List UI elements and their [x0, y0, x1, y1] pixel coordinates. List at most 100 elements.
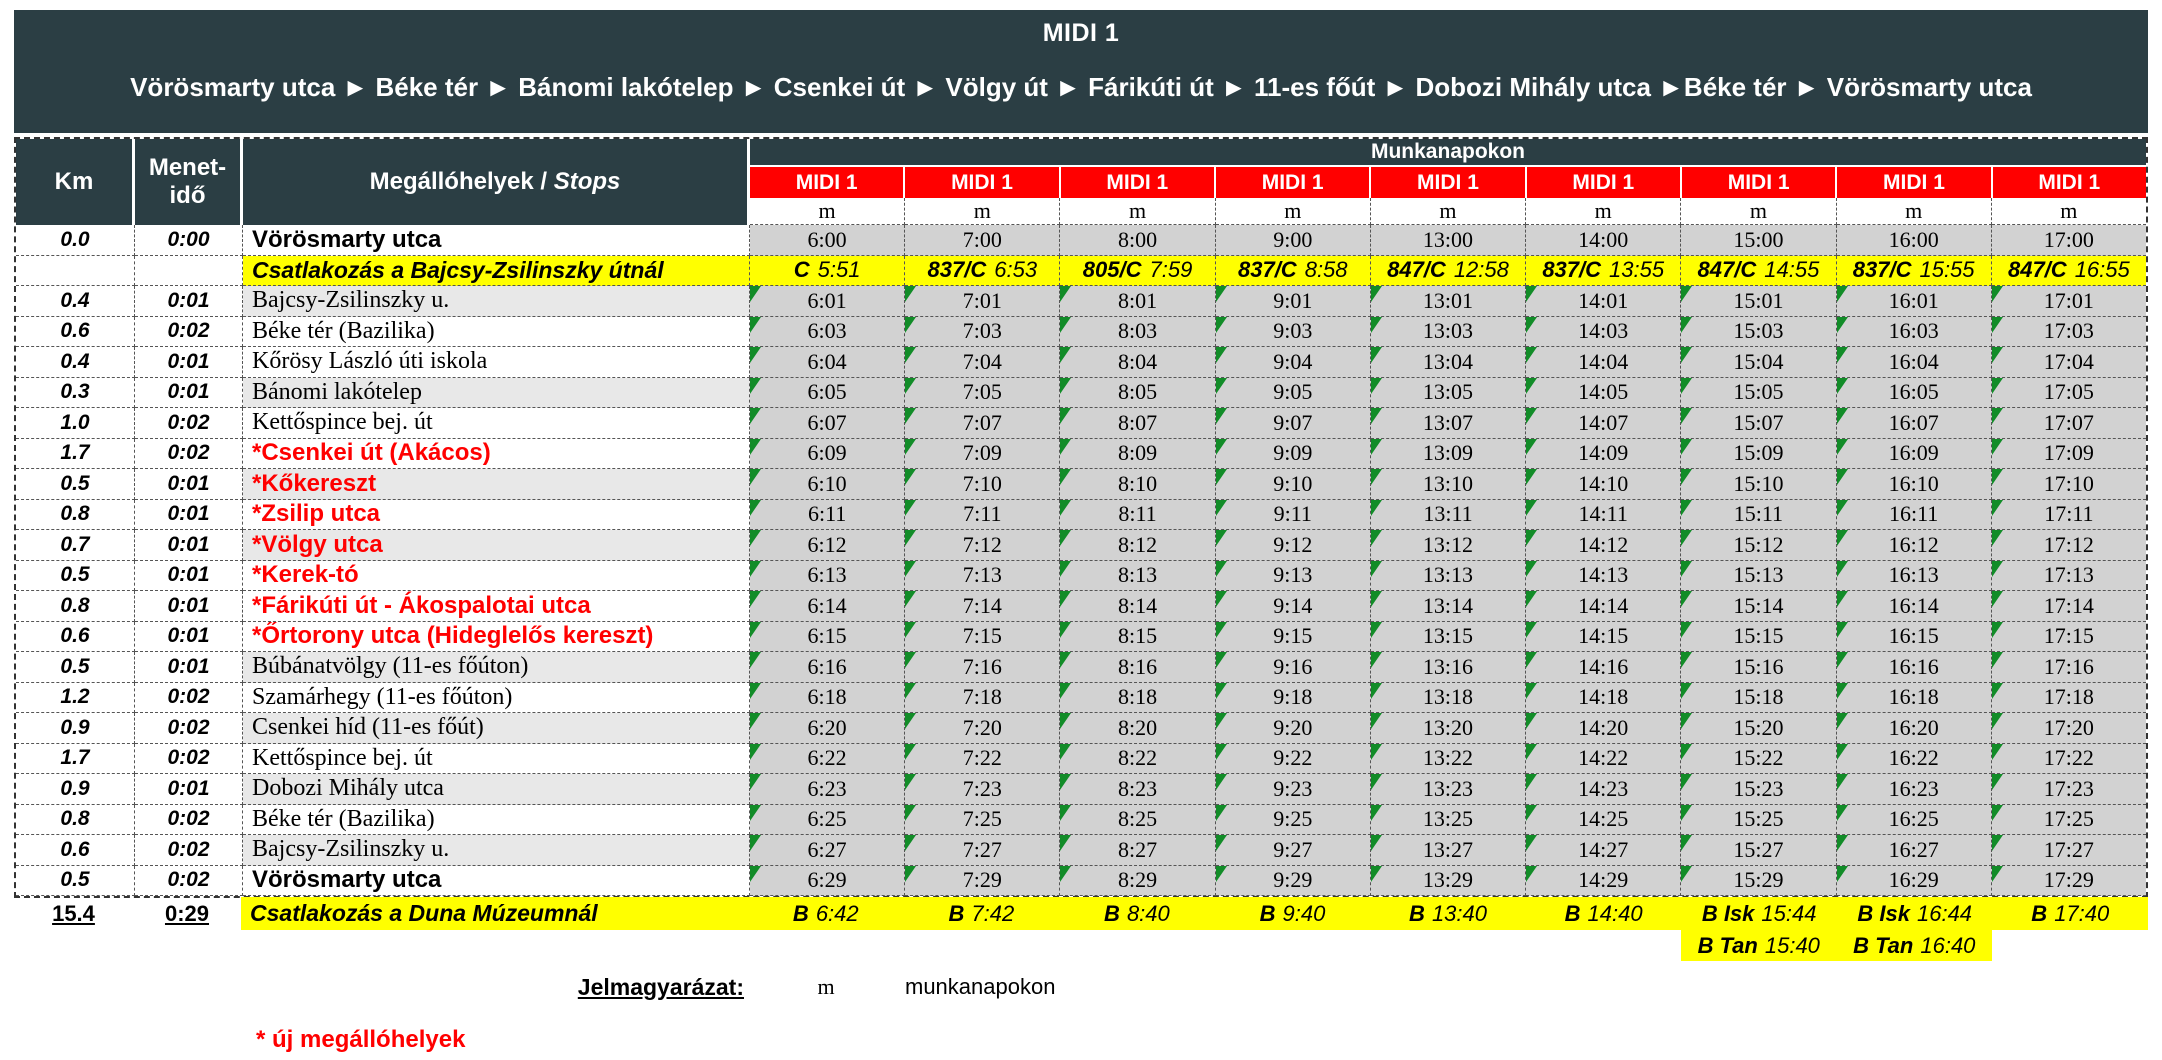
- time-cell: 16:00: [1836, 225, 1992, 256]
- time-cell: 8:13: [1060, 560, 1216, 591]
- km-cell: 0.5: [16, 865, 135, 896]
- bottom-connection-time-cell: B Isk 15:44: [1681, 897, 1837, 930]
- header-times-block: Munkanapokon MIDI 1 MIDI 1 MIDI 1 MIDI 1 MID…: [750, 139, 2146, 225]
- time-cell: 7:00: [905, 225, 1061, 256]
- travel-time-cell: 0:01: [135, 499, 243, 530]
- day-code-cell: m: [1526, 198, 1682, 225]
- time-cell: 8:16: [1060, 652, 1216, 683]
- travel-time-cell: 0:01: [135, 652, 243, 683]
- time-cell: 7:05: [905, 377, 1061, 408]
- time-cell: 16:20: [1836, 713, 1992, 744]
- time-cell: 14:03: [1526, 316, 1682, 347]
- travel-time-cell: 0:01: [135, 469, 243, 500]
- time-cell: 14:11: [1526, 499, 1682, 530]
- timetable-row: 1.0 0:02 Kettőspince bej. út 6:07 7:07 8:07 9:…: [16, 408, 2146, 439]
- time-cell: 14:18: [1526, 682, 1682, 713]
- route-code: 837/C: [927, 257, 987, 283]
- time-cell: 17:10: [1991, 469, 2146, 500]
- timetable-row: 0.6 0:02 Béke tér (Bazilika) 6:03 7:03 8:03 9:…: [16, 316, 2146, 347]
- time-cell: 15:29: [1681, 865, 1837, 896]
- header-travel-time-line1: Menet-: [148, 154, 227, 182]
- time-cell: 16:05: [1836, 377, 1992, 408]
- time-cell: 16:15: [1836, 621, 1992, 652]
- time-cell: 8:22: [1060, 743, 1216, 774]
- legend-heading: Jelmagyarázat:: [577, 974, 744, 1000]
- time-cell: 15:14: [1681, 591, 1837, 622]
- km-cell: 0.3: [16, 377, 135, 408]
- time-cell: 15:27: [1681, 835, 1837, 866]
- rows-container: 0.0 0:00 Vörösmarty utca 6:00 7:00 8:00 9:00 13…: [16, 225, 2146, 896]
- travel-time-cell: 0:01: [135, 530, 243, 561]
- time-cell: 13:09: [1370, 438, 1527, 469]
- time-cell: 6:05: [750, 377, 906, 408]
- stop-name-cell: *Zsilip utca: [243, 499, 750, 530]
- bottom-connection-time-cell: B 9:40: [1215, 897, 1371, 930]
- km-cell: 0.9: [16, 713, 135, 744]
- connection-time: 17:40: [2054, 900, 2110, 926]
- time-cell: 6:20: [750, 713, 906, 744]
- route-itinerary: Vörösmarty utca ► Béke tér ► Bánomi lakó…: [130, 72, 2032, 102]
- km-cell: 0.8: [16, 591, 135, 622]
- time-cell: 13:10: [1370, 469, 1527, 500]
- connection-time-cell: 847/C 12:58: [1370, 255, 1527, 286]
- bottom-connection-label: Csatlakozás a Duna Múzeumnál: [250, 900, 598, 926]
- time-cell: 9:13: [1215, 560, 1371, 591]
- time-cell: 13:12: [1370, 530, 1527, 561]
- time-cell: 9:09: [1215, 438, 1371, 469]
- time-cell: 15:20: [1681, 713, 1837, 744]
- time-cell: 15:25: [1681, 804, 1837, 835]
- time-cell: 9:07: [1215, 408, 1371, 439]
- km-cell: 0.8: [16, 804, 135, 835]
- time-cell: 8:04: [1060, 347, 1216, 378]
- time-cell: 14:07: [1526, 408, 1682, 439]
- connection-time: 8:58: [1304, 257, 1348, 283]
- timetable-row: 0.3 0:01 Bánomi lakótelep 6:05 7:05 8:05 9:05 1…: [16, 377, 2146, 408]
- timetable-row: 0.0 0:00 Vörösmarty utca 6:00 7:00 8:00 9:00 13…: [16, 225, 2146, 256]
- stop-name-cell: Kettőspince bej. út: [243, 408, 750, 439]
- connection-time: 7:59: [1149, 257, 1193, 283]
- time-cell: 7:16: [905, 652, 1061, 683]
- stop-name-cell: Vörösmarty utca: [243, 865, 750, 896]
- time-cell: 13:13: [1370, 560, 1527, 591]
- km-cell: 0.9: [16, 774, 135, 805]
- time-cell: 14:12: [1526, 530, 1682, 561]
- time-cell: 15:11: [1681, 499, 1837, 530]
- time-cell: 17:13: [1991, 560, 2146, 591]
- km-cell: 0.6: [16, 316, 135, 347]
- travel-time-cell: 0:02: [135, 835, 243, 866]
- time-cell: 16:27: [1836, 835, 1992, 866]
- time-cell: 17:25: [1991, 804, 2146, 835]
- route-code: 847/C: [1387, 257, 1446, 283]
- travel-time-cell: 0:01: [135, 347, 243, 378]
- time-cell: 8:18: [1060, 682, 1216, 713]
- time-cell: 13:18: [1370, 682, 1527, 713]
- time-cell: 8:29: [1060, 865, 1216, 896]
- time-cell: 9:15: [1215, 621, 1371, 652]
- time-cell: 9:16: [1215, 652, 1371, 683]
- stop-name-cell: Béke tér (Bazilika): [243, 316, 750, 347]
- time-cell: 17:29: [1991, 865, 2146, 896]
- bottom-connection-time-cell: B 6:42: [748, 897, 904, 930]
- time-cell: 7:07: [905, 408, 1061, 439]
- route-code: B: [1259, 900, 1276, 926]
- connection-time: 13:55: [1609, 257, 1665, 283]
- time-cell: 16:23: [1836, 774, 1992, 805]
- time-cell: 13:07: [1370, 408, 1527, 439]
- time-cell: 7:12: [905, 530, 1061, 561]
- new-stops-footnote: * új megállóhelyek: [256, 1026, 466, 1053]
- time-cell: 9:20: [1215, 713, 1371, 744]
- route-code: 805/C: [1082, 257, 1142, 283]
- time-cell: 15:07: [1681, 408, 1837, 439]
- connection-time: 14:55: [1764, 257, 1820, 283]
- travel-time-cell: 0:02: [135, 713, 243, 744]
- time-cell: 7:22: [905, 743, 1061, 774]
- time-cell: 15:23: [1681, 774, 1837, 805]
- time-cell: 8:00: [1060, 225, 1216, 256]
- time-cell: 9:27: [1215, 835, 1371, 866]
- time-cell: 6:23: [750, 774, 906, 805]
- time-cell: 8:25: [1060, 804, 1216, 835]
- connection-time: 9:40: [1282, 900, 1326, 926]
- time-cell: 14:22: [1526, 743, 1682, 774]
- time-cell: 9:05: [1215, 377, 1371, 408]
